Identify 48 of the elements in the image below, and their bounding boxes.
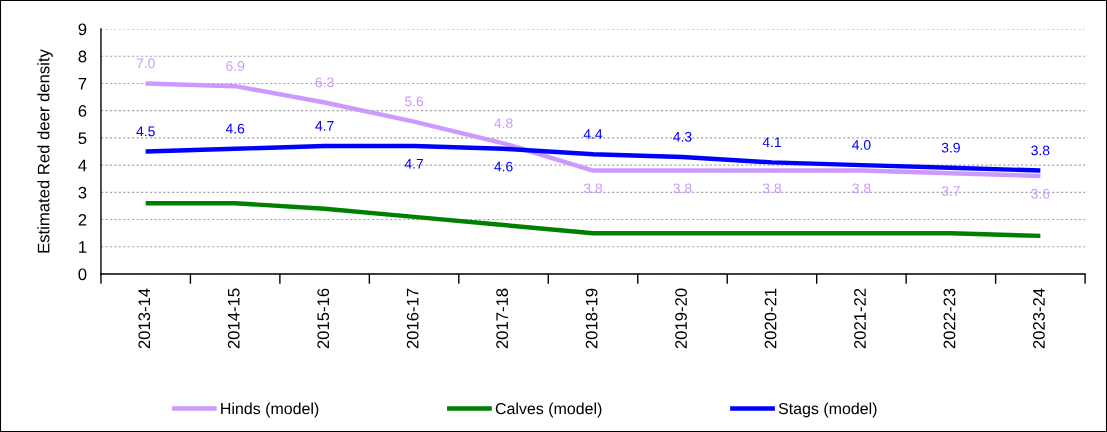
x-tick-label: 2016-17 bbox=[406, 288, 419, 349]
legend-label: Calves (model) bbox=[495, 402, 602, 418]
x-tick-label: 2019-20 bbox=[675, 288, 687, 349]
data-label: 4.4 bbox=[583, 129, 603, 139]
y-tick-label: 0 bbox=[78, 268, 87, 281]
data-label: 3.6 bbox=[1031, 188, 1050, 199]
data-label: 3.8 bbox=[673, 183, 692, 194]
x-tick-label: 2023-24 bbox=[1033, 288, 1045, 349]
x-tick-label: 2021-22 bbox=[854, 288, 866, 349]
data-label: 5.6 bbox=[404, 96, 424, 107]
y-tick-label: 1 bbox=[79, 241, 87, 253]
x-tick-label: 2014-15 bbox=[227, 288, 240, 349]
data-label: 3.8 bbox=[1031, 145, 1050, 156]
data-label: 7.0 bbox=[136, 58, 155, 69]
data-label: 4.3 bbox=[673, 131, 692, 142]
line-series bbox=[143, 201, 1043, 239]
data-label: 3.8 bbox=[583, 183, 603, 194]
x-tick-label: 2015-16 bbox=[317, 288, 330, 349]
data-label: 4.6 bbox=[494, 161, 513, 172]
x-tick-label: 2018-19 bbox=[585, 288, 598, 349]
data-label: 3.8 bbox=[852, 183, 871, 194]
legend-label: Hinds (model) bbox=[221, 402, 319, 418]
y-tick-label: 8 bbox=[78, 50, 87, 63]
data-label: 4.6 bbox=[225, 123, 245, 134]
data-label: 4.8 bbox=[494, 118, 513, 129]
y-tick-label: 4 bbox=[78, 159, 87, 172]
x-tick-label: 2022-23 bbox=[943, 288, 956, 349]
y-tick-label: 2 bbox=[78, 213, 87, 226]
data-label: 4.7 bbox=[315, 121, 334, 131]
y-tick-label: 9 bbox=[78, 23, 87, 36]
x-tick-label: 2013-14 bbox=[138, 288, 151, 349]
y-tick-label: 7 bbox=[78, 78, 87, 90]
data-label: 4.0 bbox=[852, 140, 871, 150]
data-label: 3.8 bbox=[762, 183, 781, 194]
data-label: 3.9 bbox=[941, 142, 960, 153]
data-label: 6.9 bbox=[226, 61, 245, 71]
data-label: 4.5 bbox=[136, 126, 155, 137]
data-label: 3.7 bbox=[941, 186, 960, 196]
legend-label: Stags (model) bbox=[778, 402, 877, 418]
x-tick-label: 2020-21 bbox=[764, 288, 777, 349]
y-tick-label: 6 bbox=[78, 105, 87, 117]
x-tick-label: 2017-18 bbox=[496, 288, 509, 349]
y-tick-label: 3 bbox=[78, 186, 87, 199]
data-label: 4.1 bbox=[762, 137, 781, 148]
y-tick-label: 5 bbox=[78, 132, 87, 145]
data-label: 6.3 bbox=[315, 77, 334, 88]
y-axis-title: Estimated Red deer density bbox=[37, 49, 53, 253]
data-label: 4.7 bbox=[404, 159, 424, 169]
